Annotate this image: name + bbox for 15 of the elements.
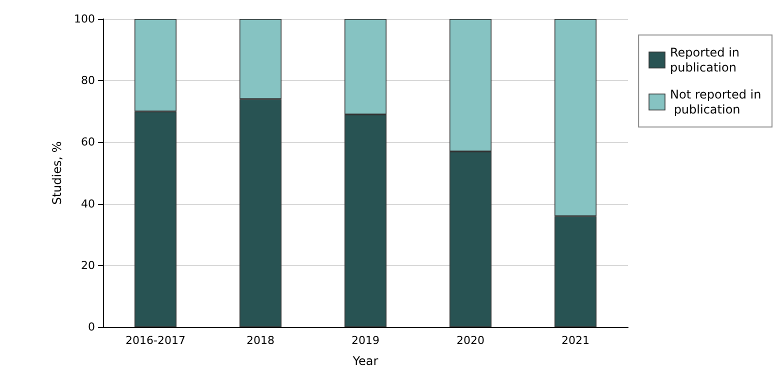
y-tick-label: 80: [81, 74, 95, 88]
legend-label: Reported in publication: [670, 46, 744, 74]
y-tick-label: 60: [81, 136, 95, 149]
x-axis-title: Year: [352, 354, 378, 368]
y-tick-label: 40: [81, 197, 95, 210]
legend-label: Not reported in publication: [670, 88, 762, 116]
x-tick-label: 2020: [456, 334, 484, 347]
x-tick-label: 2021: [562, 334, 590, 347]
x-tick-label: 2016-2017: [126, 334, 186, 347]
y-tick-label: 20: [81, 258, 95, 272]
x-tick-label: 2018: [246, 334, 274, 347]
y-tick-label: 0: [88, 320, 95, 334]
y-axis-title: Studies, %: [50, 141, 64, 205]
y-tick-label: 100: [74, 12, 95, 26]
x-tick-label: 2019: [352, 334, 380, 347]
